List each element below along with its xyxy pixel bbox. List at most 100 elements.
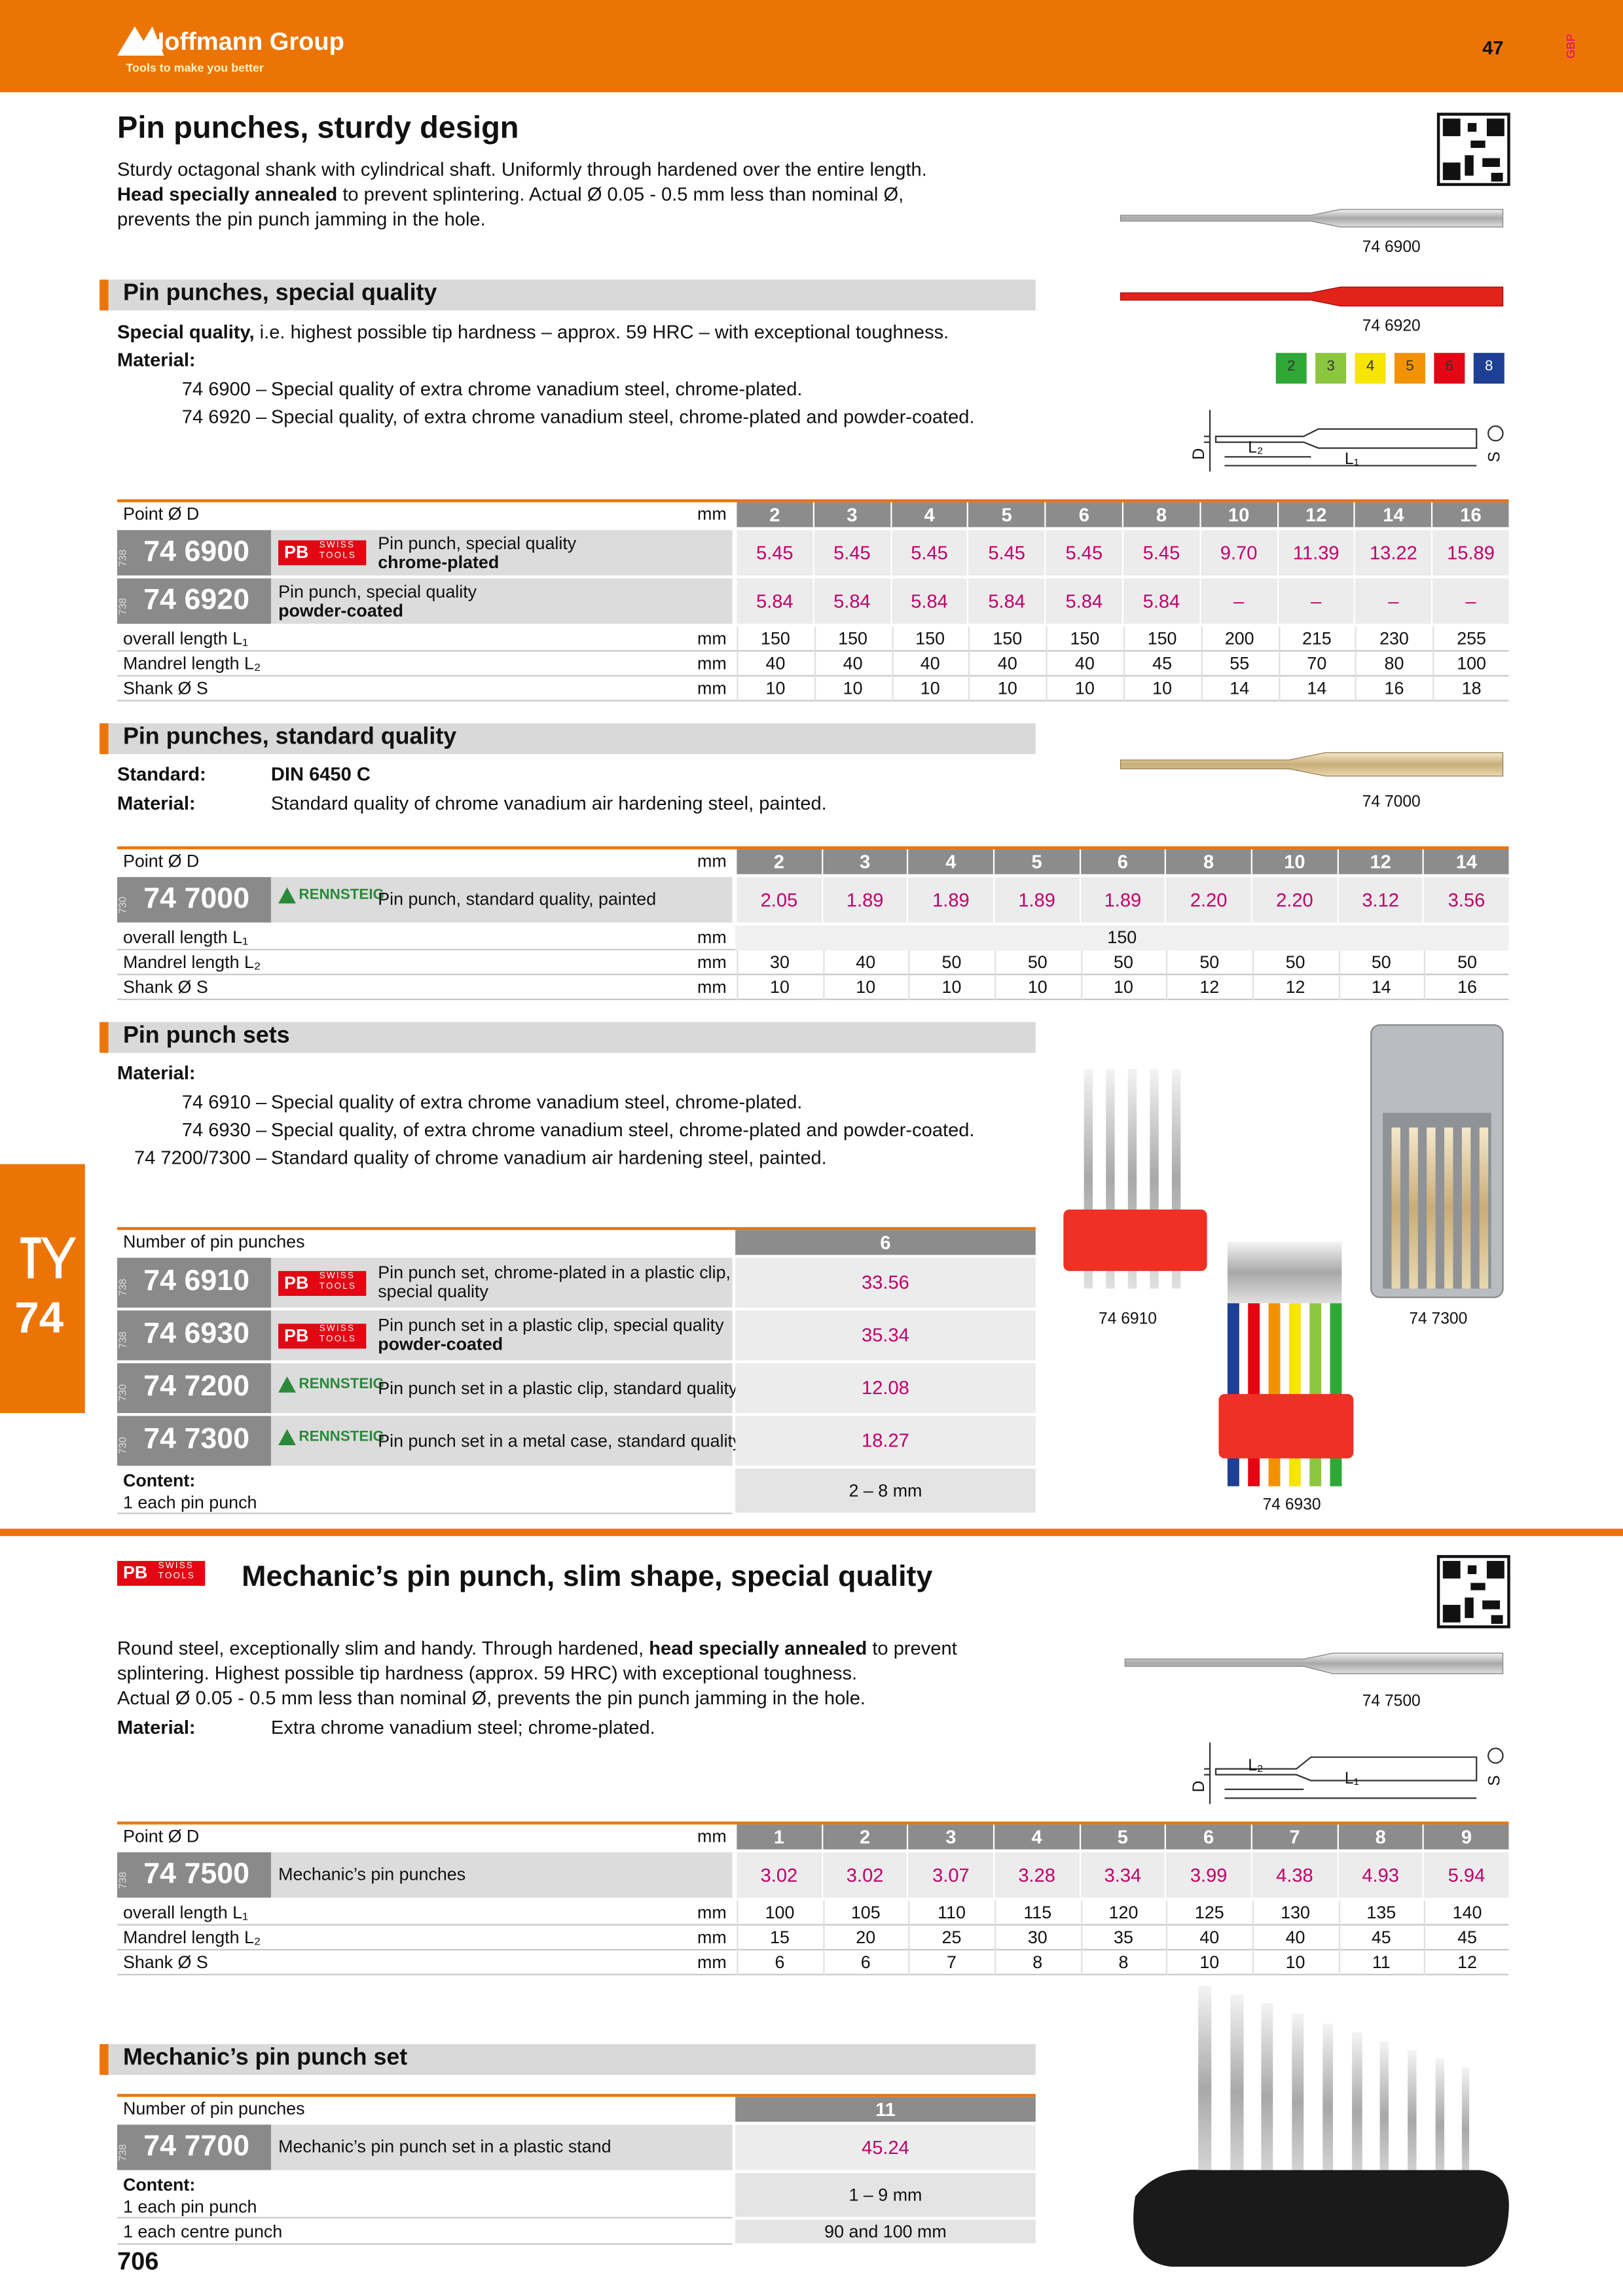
spec-value: 255 [1432,626,1509,652]
artwork-shape [1204,1742,1211,1804]
article-prefix: 738 [119,1278,129,1296]
header-label: Point Ø D [122,503,200,524]
footer-page-number: 706 [117,2248,159,2276]
spec-value: 40 [1252,1925,1337,1951]
price: 5.45 [1046,529,1122,576]
spec-value: 40 [1046,651,1122,677]
artwork-shape [1487,425,1504,442]
section-bar: Pin punch sets [100,1022,1036,1053]
price: 3.07 [908,1852,993,1898]
spec-value: 10 [1080,975,1165,1001]
brand-logo: RENNSTEIG [278,887,384,908]
spec-label: Material: [117,792,196,814]
price: 1.89 [908,877,993,923]
artwork-shape [1442,118,1461,137]
spec-value: 50 [1424,950,1508,976]
column-header: 2 [822,1824,907,1850]
spec-value: 100 [1432,651,1509,677]
text-run: i.e. highest possible tip hardness – app… [254,320,949,343]
spec-label: overall length L₁ [122,927,249,948]
material-code: 74 7200/7300 – [134,1146,267,1169]
spec-value: 35 [1080,1925,1165,1951]
artwork-shape [0,0,1623,92]
material-code: 74 6910 – [181,1090,267,1113]
price: 33.56 [735,1257,1036,1308]
spec-value: 12 [1252,975,1337,1001]
spec-value: 150 [735,925,1509,950]
spec-value: 10 [737,975,821,1001]
unit: mm [697,850,727,872]
spec-value: 16 [1355,676,1431,702]
price: 45.24 [735,2125,1036,2170]
price: 1.89 [822,877,907,923]
article-prefix: 738 [119,1871,129,1888]
column-header: 9 [1424,1824,1509,1850]
artwork-shape [0,1164,85,1413]
artwork-shape [1482,158,1501,168]
spec-value: 55 [1201,651,1277,677]
spec-row [117,677,1509,702]
artwork-shape [1352,2032,1362,2191]
image-label: 74 7300 [1409,1310,1468,1329]
brand-mark: PB [284,541,309,563]
region-code: GBP [1564,33,1578,59]
price: 2.20 [1252,877,1337,923]
description: powder-coated [278,600,404,620]
artwork-shape [1227,1242,1342,1304]
dimension-label: L₂ [1248,1757,1264,1775]
column-header: 2 [737,502,813,528]
price: 3.99 [1166,1852,1251,1898]
price: 3.02 [737,1852,822,1898]
artwork-shape [1120,752,1504,777]
column-header: 10 [1201,502,1277,528]
spec-value: 10 [1046,676,1122,702]
spec-label: Mandrel length L₂ [122,1927,261,1948]
column-header: 16 [1432,502,1509,528]
spec-value: 150 [814,626,890,652]
spec-value: 12 [1166,975,1251,1001]
column-header: 1 [737,1824,822,1850]
article-box: 738 74 7500 [117,1852,271,1898]
artwork-shape [1218,1393,1354,1459]
artwork-shape [1444,1127,1453,1289]
brand-logo: PB SWISS TOOLS [278,1323,367,1348]
column-header: 8 [1338,1824,1423,1850]
brand-name: SWISS [319,1324,356,1334]
artwork-shape [1218,1242,1354,1486]
spec-row [117,652,1509,677]
brand-icon [278,1375,296,1392]
spec-value: 10 [891,676,968,702]
column-header: 8 [1123,502,1199,528]
price: 5.45 [891,529,968,576]
spec-value: 150 [1123,626,1199,652]
spec-value: 200 [1201,626,1277,652]
spec-row [117,975,1509,1001]
description: Pin punch set, chrome-plated in a plasti… [378,1262,731,1283]
description: Mechanic’s pin punches [278,1864,466,1885]
article-number: 74 7000 [143,882,250,915]
column-header: 6 [1166,1824,1251,1850]
column-header: 14 [1355,502,1432,528]
price: 15.89 [1432,529,1509,576]
spec-value: 14 [1338,975,1423,1001]
artwork-shape [1120,286,1504,307]
article-box: 738 74 6910 [117,1257,271,1308]
artwork-shape [1487,1748,1504,1764]
unit: mm [697,927,727,948]
spec-value: 6 [822,1950,907,1976]
price: 2.05 [737,877,822,923]
image-label: 74 6910 [1099,1310,1157,1329]
text-line: Round steel, exceptionally slim and hand… [117,1637,957,1659]
spec-value: 150 [891,626,968,652]
column-header: 5 [1080,1824,1165,1850]
spec-value: 40 [822,950,907,976]
spec-value: 14 [1278,676,1354,702]
table-rule [117,1227,1036,1230]
bold-text: head specially annealed [649,1637,867,1659]
spec-value: 140 [1424,1900,1508,1926]
text-run: prevents the pin punch jamming in the ho… [117,207,486,230]
spec-value: 150 [1046,626,1122,652]
text-run: Sturdy octagonal shank with cylindrical … [117,158,927,181]
text-line: prevents the pin punch jamming in the ho… [117,208,486,230]
